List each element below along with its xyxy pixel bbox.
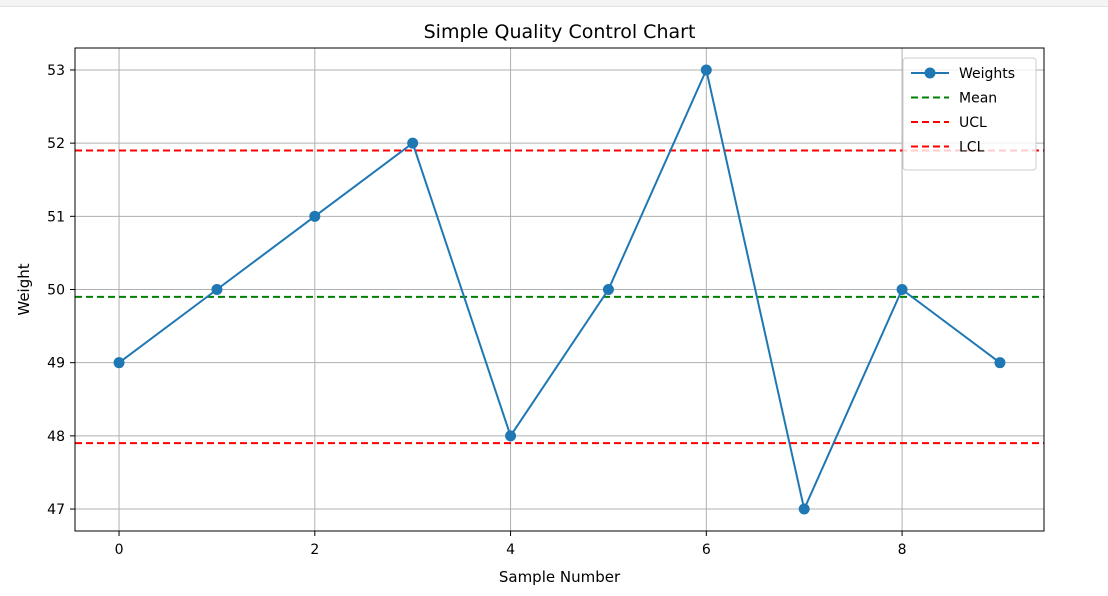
series <box>113 64 1006 515</box>
legend-marker-weights <box>924 67 936 79</box>
y-tick-label: 50 <box>47 283 65 299</box>
y-tick-label: 53 <box>47 63 65 79</box>
y-axis-label: Weight <box>15 263 33 315</box>
weights-point <box>407 137 419 149</box>
weights-point <box>700 64 712 76</box>
x-tick-label: 0 <box>115 542 124 558</box>
x-axis-label: Sample Number <box>499 568 621 586</box>
y-tick-label: 49 <box>47 356 65 372</box>
legend-label: UCL <box>959 115 987 131</box>
legend-label: Weights <box>959 66 1015 82</box>
reference-lines <box>75 149 1044 445</box>
chart-title: Simple Quality Control Chart <box>424 21 696 43</box>
axis-ticks: 0 2 4 6 8 47 48 49 50 51 52 53 <box>47 63 906 558</box>
weights-point <box>211 284 223 295</box>
y-tick-label: 47 <box>47 502 65 518</box>
y-tick-label: 52 <box>47 136 65 152</box>
weights-point <box>896 284 908 295</box>
weights-line <box>118 66 1001 513</box>
x-tick-label: 8 <box>898 542 907 558</box>
top-strip <box>0 0 1108 7</box>
y-tick-label: 48 <box>47 429 65 445</box>
weights-point <box>602 284 614 295</box>
legend-label: LCL <box>959 140 985 156</box>
x-tick-label: 4 <box>506 542 515 558</box>
legend: Weights Mean UCL LCL <box>902 57 1037 171</box>
weights-point <box>505 430 517 442</box>
y-tick-label: 51 <box>47 209 65 225</box>
weights-point <box>309 210 321 222</box>
x-tick-label: 2 <box>310 542 319 558</box>
legend-label: Mean <box>959 91 997 107</box>
weights-point <box>798 503 810 515</box>
x-tick-label: 6 <box>702 542 711 558</box>
weights-point <box>113 357 125 369</box>
legend-box <box>902 57 1037 171</box>
weights-point <box>994 357 1006 369</box>
